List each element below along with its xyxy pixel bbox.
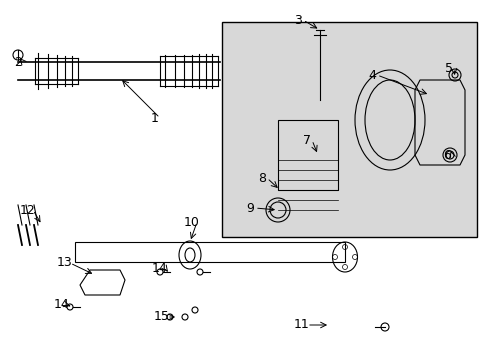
- Bar: [278, 120, 337, 190]
- Text: 12: 12: [20, 203, 36, 216]
- Text: 14: 14: [54, 298, 70, 311]
- Text: 14: 14: [152, 261, 167, 275]
- Text: 10: 10: [183, 216, 200, 229]
- Bar: [75, 242, 345, 262]
- Text: 3: 3: [293, 14, 301, 27]
- Text: 6: 6: [442, 149, 450, 162]
- Text: 2: 2: [14, 55, 22, 68]
- Text: 4: 4: [367, 68, 375, 81]
- Text: 15: 15: [154, 310, 170, 324]
- Text: 5: 5: [444, 62, 452, 75]
- Text: 1: 1: [151, 112, 159, 125]
- Text: 8: 8: [258, 171, 265, 185]
- Text: 9: 9: [245, 202, 253, 215]
- Bar: [222, 22, 476, 237]
- Text: 11: 11: [293, 319, 309, 332]
- Text: 7: 7: [303, 134, 310, 147]
- Text: 13: 13: [57, 256, 73, 270]
